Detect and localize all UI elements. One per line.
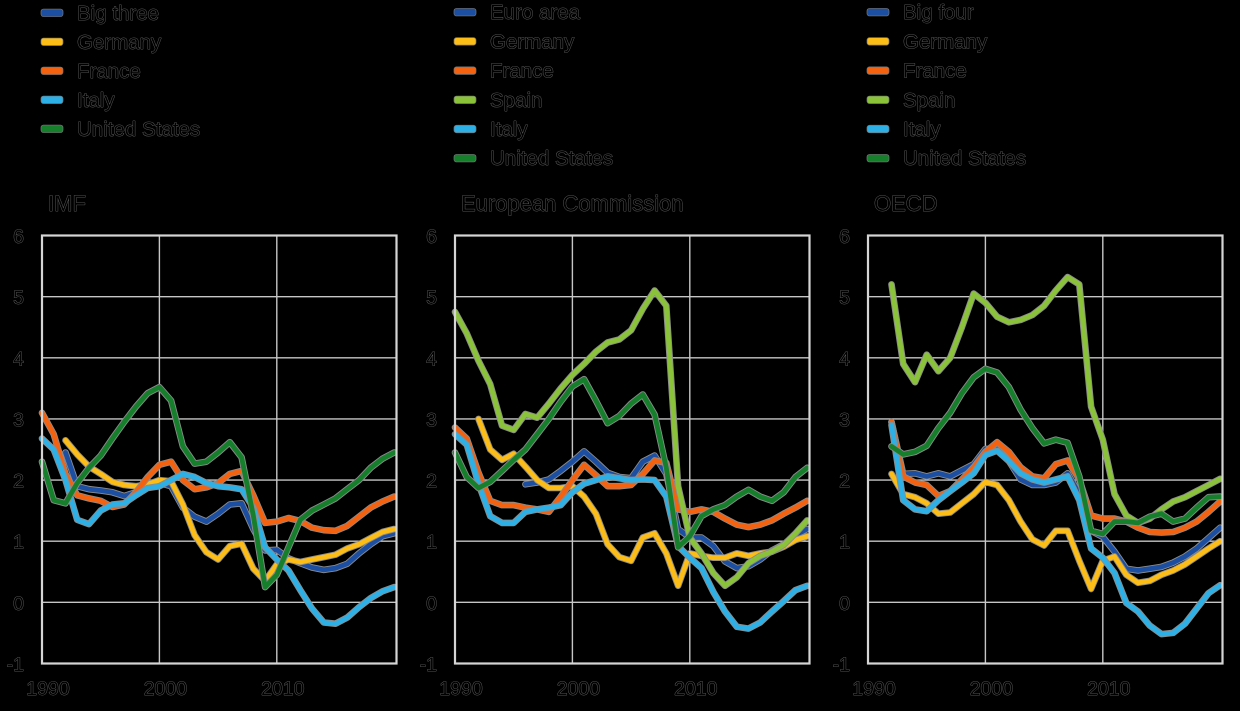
svg-text:3: 3 bbox=[13, 409, 24, 431]
svg-text:France: France bbox=[490, 60, 554, 83]
svg-text:0: 0 bbox=[426, 593, 437, 615]
svg-text:6: 6 bbox=[13, 226, 24, 248]
svg-text:3: 3 bbox=[426, 409, 437, 431]
svg-text:6: 6 bbox=[839, 226, 850, 248]
svg-text:Germany: Germany bbox=[490, 30, 575, 53]
svg-text:5: 5 bbox=[839, 287, 850, 309]
svg-text:1990: 1990 bbox=[439, 678, 483, 700]
svg-text:2: 2 bbox=[13, 471, 24, 493]
svg-text:0: 0 bbox=[839, 593, 850, 615]
svg-text:5: 5 bbox=[13, 287, 24, 309]
svg-text:Big three: Big three bbox=[77, 2, 159, 25]
svg-text:United States: United States bbox=[490, 147, 613, 170]
svg-text:5: 5 bbox=[426, 287, 437, 309]
svg-text:Big four: Big four bbox=[903, 1, 974, 24]
svg-text:-1: -1 bbox=[420, 654, 437, 676]
svg-text:IMF: IMF bbox=[48, 191, 86, 216]
svg-text:1: 1 bbox=[13, 532, 24, 554]
svg-text:2010: 2010 bbox=[674, 678, 718, 700]
svg-text:2010: 2010 bbox=[261, 678, 305, 700]
svg-text:2000: 2000 bbox=[970, 678, 1014, 700]
svg-text:2000: 2000 bbox=[144, 678, 188, 700]
svg-text:France: France bbox=[77, 60, 141, 83]
svg-text:United States: United States bbox=[77, 118, 200, 141]
svg-text:France: France bbox=[903, 60, 967, 83]
svg-text:1990: 1990 bbox=[852, 678, 896, 700]
svg-text:-1: -1 bbox=[7, 654, 24, 676]
svg-text:Germany: Germany bbox=[903, 30, 988, 53]
svg-text:Spain: Spain bbox=[903, 89, 955, 112]
svg-text:Euro area: Euro area bbox=[490, 1, 581, 24]
svg-text:2000: 2000 bbox=[557, 678, 601, 700]
svg-text:1990: 1990 bbox=[26, 678, 70, 700]
svg-text:4: 4 bbox=[839, 348, 850, 370]
svg-text:4: 4 bbox=[13, 348, 24, 370]
svg-text:6: 6 bbox=[426, 226, 437, 248]
svg-text:Italy: Italy bbox=[490, 118, 528, 141]
svg-text:4: 4 bbox=[426, 348, 437, 370]
svg-text:Spain: Spain bbox=[490, 89, 542, 112]
svg-text:Italy: Italy bbox=[77, 89, 115, 112]
svg-text:1: 1 bbox=[839, 532, 850, 554]
svg-text:-1: -1 bbox=[833, 654, 850, 676]
svg-text:Italy: Italy bbox=[903, 118, 941, 141]
svg-text:1: 1 bbox=[426, 532, 437, 554]
svg-text:2: 2 bbox=[839, 471, 850, 493]
svg-text:European Commission: European Commission bbox=[461, 191, 684, 216]
svg-text:United States: United States bbox=[903, 147, 1026, 170]
svg-text:2: 2 bbox=[426, 471, 437, 493]
svg-text:2010: 2010 bbox=[1087, 678, 1131, 700]
svg-text:0: 0 bbox=[13, 593, 24, 615]
svg-text:OECD: OECD bbox=[874, 191, 938, 216]
svg-text:Germany: Germany bbox=[77, 31, 162, 54]
svg-text:3: 3 bbox=[839, 409, 850, 431]
